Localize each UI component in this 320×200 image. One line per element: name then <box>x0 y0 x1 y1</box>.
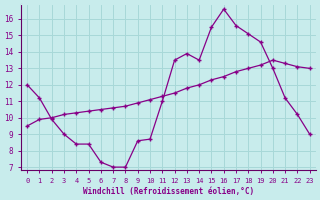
X-axis label: Windchill (Refroidissement éolien,°C): Windchill (Refroidissement éolien,°C) <box>83 187 254 196</box>
